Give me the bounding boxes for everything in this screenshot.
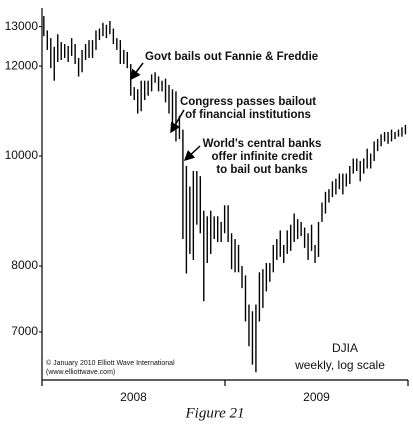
x-tick-label: 2008 bbox=[120, 390, 147, 404]
y-tick-label: 8000 bbox=[11, 258, 38, 272]
series-note: weekly, log scale bbox=[294, 358, 385, 372]
y-tick-label: 7000 bbox=[11, 324, 38, 338]
series-label: DJIA bbox=[332, 341, 358, 355]
arrow bbox=[183, 145, 201, 162]
x-tick-label: 2009 bbox=[303, 390, 330, 404]
copyright-url: (www.elliottwave.com) bbox=[46, 369, 115, 376]
annotation: offer infinite credit bbox=[212, 151, 313, 163]
y-tick-label: 10000 bbox=[5, 148, 39, 162]
arrow bbox=[130, 62, 144, 81]
copyright: © January 2010 Elliott Wave Internationa… bbox=[46, 359, 175, 367]
annotation: of financial institutions bbox=[185, 109, 311, 121]
annotation: Congress passes bailout bbox=[180, 96, 316, 108]
annotation: to bail out banks bbox=[216, 164, 307, 176]
arrow bbox=[170, 109, 185, 134]
y-tick-label: 12000 bbox=[5, 58, 39, 72]
annotation: World's central banks bbox=[203, 138, 322, 150]
annotations: Govt bails out Fannie & Freddie Congress… bbox=[46, 51, 385, 421]
caption: Figure 21 bbox=[184, 405, 244, 421]
arrows bbox=[130, 62, 201, 162]
annotation: Govt bails out Fannie & Freddie bbox=[145, 51, 318, 63]
axes bbox=[41, 8, 408, 381]
y-tick-label: 13000 bbox=[5, 19, 39, 33]
